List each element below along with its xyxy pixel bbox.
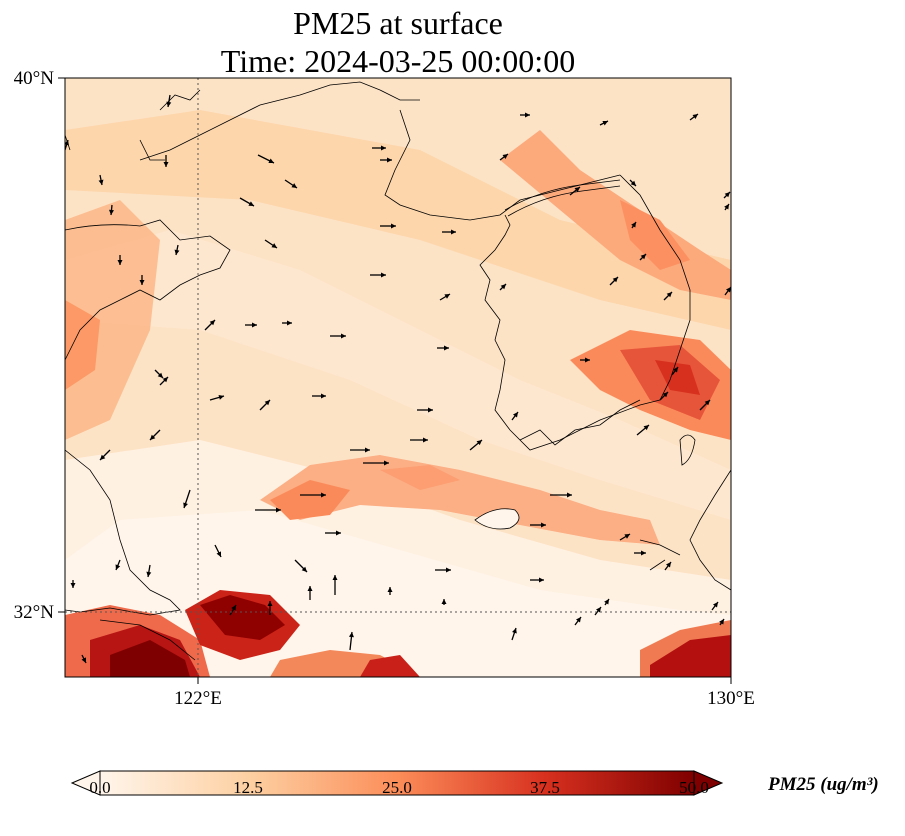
colorbar <box>70 770 724 796</box>
colorbar-tick-3: 37.5 <box>530 778 560 797</box>
colorbar-tick-0: 0.0 <box>89 778 111 797</box>
wind-vectors <box>65 94 731 664</box>
lon-tick-130e: 130°E <box>707 688 755 709</box>
lat-tick-32n: 32°N <box>14 602 55 623</box>
colorbar-tick-1: 12.5 <box>233 778 263 797</box>
coastlines <box>65 81 731 661</box>
colorbar-tick-4: 50.0 <box>679 778 709 797</box>
map-frame <box>64 77 732 678</box>
pm25-field <box>65 78 731 677</box>
colorbar-tick-2: 25.0 <box>382 778 412 797</box>
map-title: PM25 at surface <box>293 5 503 41</box>
colorbar-title: PM25 (ug/m³) <box>768 774 879 795</box>
map-time: Time: 2024-03-25 00:00:00 <box>220 43 576 79</box>
lon-tick-122e: 122°E <box>174 688 222 709</box>
lat-tick-40n: 40°N <box>14 68 55 89</box>
